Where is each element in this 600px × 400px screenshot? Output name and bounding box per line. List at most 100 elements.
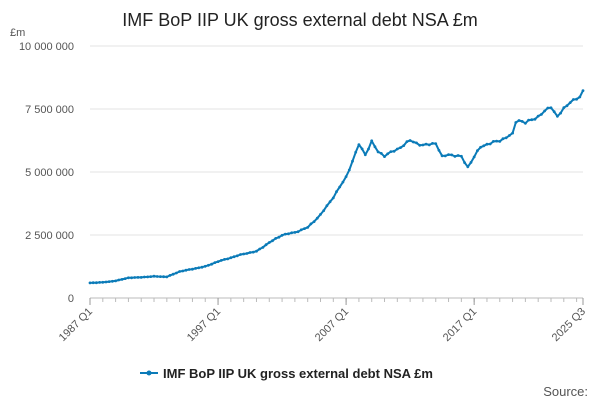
data-point[interactable] (492, 140, 495, 143)
data-point[interactable] (546, 106, 550, 110)
data-point[interactable] (251, 250, 255, 254)
data-point[interactable] (290, 231, 294, 235)
data-point[interactable] (178, 270, 182, 273)
data-point[interactable] (456, 154, 460, 157)
data-point[interactable] (264, 243, 268, 247)
data-point[interactable] (568, 101, 572, 104)
data-point[interactable] (309, 222, 313, 226)
data-point[interactable] (293, 231, 297, 234)
data-point[interactable] (171, 272, 175, 276)
data-point[interactable] (379, 152, 383, 155)
data-point[interactable] (159, 275, 162, 278)
data-point[interactable] (130, 276, 134, 280)
data-point[interactable] (562, 106, 566, 110)
data-point[interactable] (517, 119, 521, 122)
data-point[interactable] (139, 276, 143, 279)
data-point[interactable] (479, 145, 482, 149)
data-point[interactable] (392, 149, 396, 153)
data-point[interactable] (447, 153, 450, 157)
data-point[interactable] (299, 228, 303, 232)
data-point[interactable] (197, 266, 201, 270)
data-point[interactable] (283, 232, 287, 236)
data-point[interactable] (357, 143, 361, 147)
data-point[interactable] (335, 190, 338, 194)
data-point[interactable] (98, 281, 101, 284)
data-point[interactable] (126, 276, 130, 280)
data-point[interactable] (443, 154, 447, 158)
data-point[interactable] (315, 216, 319, 220)
data-point[interactable] (136, 276, 140, 279)
data-point[interactable] (376, 150, 380, 154)
data-point[interactable] (482, 144, 486, 148)
data-point[interactable] (498, 140, 502, 143)
data-point[interactable] (213, 261, 217, 264)
data-point[interactable] (107, 280, 111, 283)
data-point[interactable] (123, 277, 127, 280)
data-point[interactable] (418, 143, 422, 147)
data-point[interactable] (533, 117, 537, 121)
data-point[interactable] (229, 256, 233, 260)
data-point[interactable] (191, 267, 194, 271)
data-point[interactable] (399, 146, 402, 150)
data-point[interactable] (306, 226, 310, 229)
data-point[interactable] (101, 280, 105, 284)
data-point[interactable] (450, 153, 454, 157)
data-point[interactable] (383, 155, 386, 159)
data-point[interactable] (578, 95, 582, 99)
data-point[interactable] (143, 275, 146, 279)
data-point[interactable] (152, 274, 156, 278)
data-point[interactable] (248, 251, 252, 254)
data-point[interactable] (389, 150, 393, 154)
data-point[interactable] (360, 147, 364, 151)
data-point[interactable] (165, 275, 169, 279)
data-point[interactable] (354, 150, 358, 154)
data-point[interactable] (405, 140, 409, 144)
data-point[interactable] (520, 120, 524, 123)
data-point[interactable] (271, 239, 274, 243)
data-point[interactable] (175, 271, 178, 275)
data-point[interactable] (540, 113, 543, 116)
data-point[interactable] (267, 241, 271, 244)
data-point[interactable] (370, 139, 374, 143)
data-point[interactable] (338, 185, 342, 189)
data-point[interactable] (239, 253, 242, 256)
data-point[interactable] (319, 213, 322, 216)
data-point[interactable] (530, 118, 534, 122)
data-point[interactable] (572, 98, 575, 101)
data-point[interactable] (363, 153, 367, 157)
data-point[interactable] (508, 134, 511, 137)
data-point[interactable] (104, 280, 108, 284)
data-point[interactable] (312, 220, 316, 224)
data-point[interactable] (351, 159, 354, 163)
data-point[interactable] (504, 136, 508, 140)
legend[interactable]: IMF BoP IIP UK gross external debt NSA £… (140, 366, 433, 381)
data-point[interactable] (114, 279, 117, 283)
data-point[interactable] (242, 252, 246, 256)
data-point[interactable] (514, 121, 518, 124)
data-point[interactable] (245, 252, 249, 255)
data-point[interactable] (344, 175, 348, 179)
data-point[interactable] (347, 168, 351, 172)
data-point[interactable] (469, 161, 473, 164)
data-point[interactable] (472, 155, 476, 159)
data-point[interactable] (111, 279, 114, 283)
data-point[interactable] (476, 149, 479, 153)
data-point[interactable] (219, 259, 223, 262)
data-point[interactable] (207, 263, 210, 267)
data-point[interactable] (440, 154, 444, 158)
data-point[interactable] (155, 275, 159, 278)
data-point[interactable] (511, 131, 514, 135)
data-point[interactable] (303, 227, 306, 231)
data-point[interactable] (488, 142, 492, 146)
data-point[interactable] (373, 145, 377, 149)
data-point[interactable] (194, 267, 198, 270)
data-point[interactable] (524, 121, 527, 125)
data-point[interactable] (325, 204, 329, 208)
data-point[interactable] (501, 137, 505, 141)
data-point[interactable] (460, 154, 463, 158)
data-point[interactable] (287, 232, 290, 236)
data-point[interactable] (402, 144, 406, 148)
data-point[interactable] (552, 110, 556, 114)
data-point[interactable] (223, 258, 226, 261)
data-point[interactable] (274, 237, 278, 240)
